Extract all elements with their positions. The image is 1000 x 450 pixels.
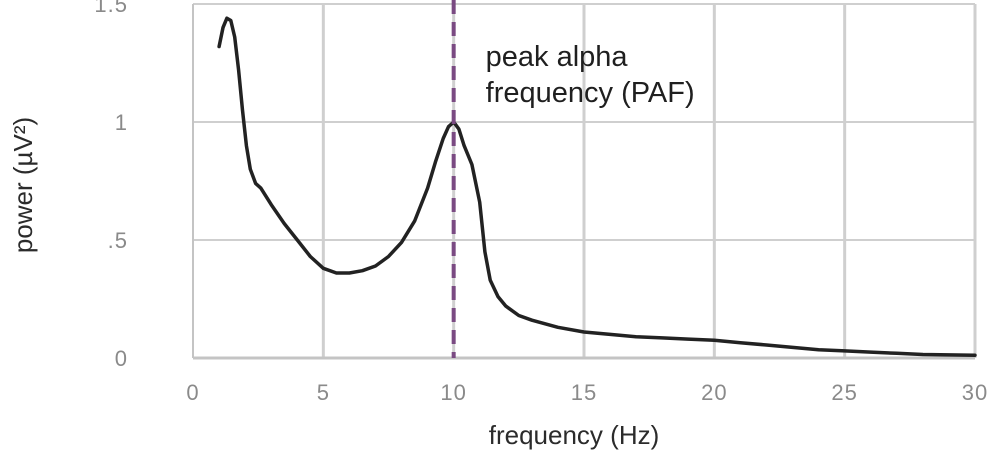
x-tick-label-3: 15 xyxy=(571,380,597,405)
y-tick-label-2: 1 xyxy=(115,110,128,135)
y-tick-label-1: .5 xyxy=(108,228,128,253)
y-tick-labels: 0 .5 1 1.5 xyxy=(94,0,128,371)
x-axis-label: frequency (Hz) xyxy=(489,420,660,450)
x-tick-label-4: 20 xyxy=(701,380,727,405)
y-tick-label-0: 0 xyxy=(115,346,128,371)
x-tick-label-5: 25 xyxy=(831,380,857,405)
y-tick-label-3: 1.5 xyxy=(94,0,128,17)
x-tick-label-1: 5 xyxy=(317,380,330,405)
grid-lines xyxy=(193,3,977,358)
annotation-line-1: peak alpha xyxy=(486,41,629,73)
annotation-line-2: frequency (PAF) xyxy=(486,77,695,109)
y-axis-label: power (µV²) xyxy=(8,117,38,253)
axes xyxy=(192,4,975,360)
x-tick-labels: 0 5 10 15 20 25 30 xyxy=(186,380,988,405)
x-tick-label-2: 10 xyxy=(440,380,466,405)
x-tick-label-6: 30 xyxy=(962,380,988,405)
x-tick-label-0: 0 xyxy=(186,380,199,405)
